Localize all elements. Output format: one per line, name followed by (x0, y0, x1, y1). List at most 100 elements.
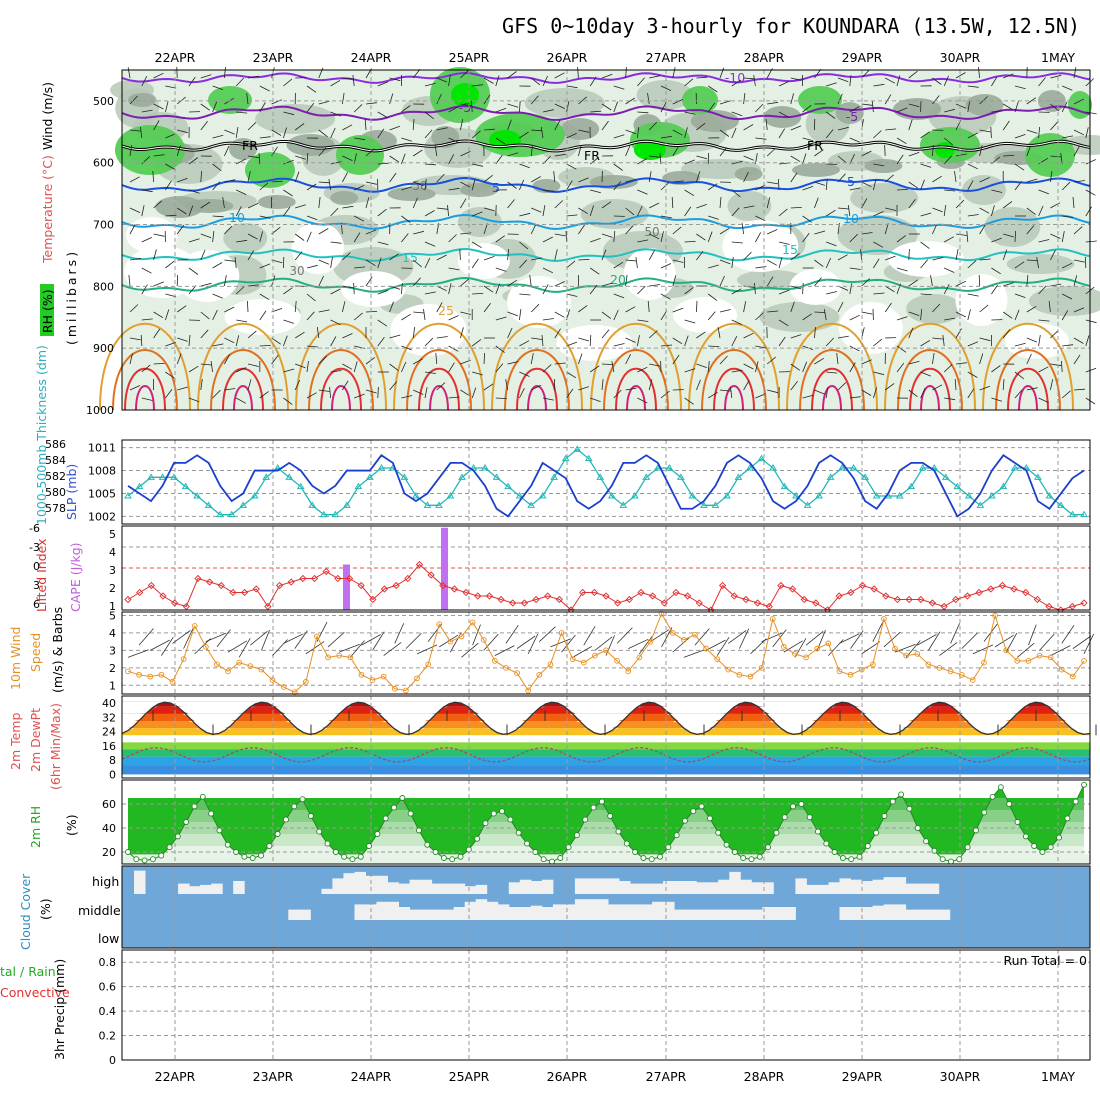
wind-barb (401, 282, 403, 295)
wind-barb (519, 340, 530, 347)
wind-barb (435, 352, 438, 365)
wind-barb (790, 381, 798, 391)
wind-barb (1050, 363, 1062, 367)
rh-shading-dark (128, 93, 156, 107)
wind-barb (271, 99, 282, 105)
wind-barb (637, 127, 640, 139)
wind-barb (672, 259, 684, 263)
rh-shading-gray (906, 294, 963, 324)
wind-barb (424, 387, 428, 399)
rh-marker (723, 841, 730, 848)
wind-barb (294, 123, 305, 131)
rh-marker (698, 803, 705, 810)
cloud-bar-middle (387, 901, 399, 920)
dewpt2m-label: 2m DewPt (28, 708, 43, 772)
wind-barb (1026, 97, 1037, 105)
cloud-bar-middle (751, 909, 763, 920)
wind-barb (129, 129, 141, 132)
wind-barb (224, 129, 235, 135)
wind-barb (696, 250, 704, 261)
wind-barb (1085, 206, 1092, 217)
wind-barb (1050, 330, 1059, 339)
wind-barb (753, 75, 756, 87)
wind-barb (519, 388, 525, 399)
thickness-marker (803, 501, 812, 508)
lifted-index-marker (334, 574, 342, 583)
wind-barb (955, 233, 967, 236)
rh-shading-white (722, 220, 799, 272)
thickness-marker (700, 501, 708, 508)
wind-barb (342, 93, 345, 105)
wind-speed-marker (936, 664, 943, 671)
wind-barb (932, 384, 943, 391)
wind-barb (129, 224, 136, 235)
wind-speed-marker (503, 664, 509, 671)
wind-barb-10m (839, 633, 860, 644)
wind-barb (1062, 344, 1074, 347)
wind-barb (825, 387, 829, 399)
rh-marker (690, 808, 697, 815)
wind-barb (647, 93, 650, 105)
cloud-bar-middle (597, 899, 609, 920)
wind10m-barbs-label: (m/s) & Barbs (50, 607, 65, 693)
dewpoint-band (122, 749, 1090, 757)
cape-frame (121, 525, 1091, 611)
wind-speed-marker (525, 687, 532, 694)
wind-barb (235, 77, 244, 87)
precip-frame (121, 949, 1091, 1061)
wind-barb (814, 230, 826, 235)
wind-barb (177, 386, 188, 391)
wind-barb (1002, 329, 1011, 339)
wind-barb (495, 75, 500, 87)
rh-marker (416, 827, 422, 834)
wind-barb (802, 232, 810, 243)
bottom-date-axis: 22APR 23APR 24APR 25APR 26APR 27APR 28APR 29APR… (155, 1069, 1076, 1084)
lifted-index-marker (1010, 585, 1018, 593)
rh-marker (964, 844, 971, 851)
lifted-index-marker (392, 581, 400, 590)
wind-barb (765, 119, 768, 131)
wind-barb-10m (628, 638, 649, 650)
wind-barb (601, 233, 613, 238)
wind-barb (967, 180, 974, 191)
wind-barb (448, 234, 457, 243)
rh-marker (823, 840, 830, 847)
wind-barb (991, 397, 1003, 402)
wind-barb (495, 283, 501, 295)
wind-barb (637, 205, 643, 217)
wind-barb (459, 248, 461, 261)
thickness-marker (941, 473, 950, 480)
wind-barb (979, 145, 983, 157)
isotherm-label: 10 (229, 210, 245, 225)
thickness-marker (158, 473, 167, 480)
wind-barb (778, 111, 789, 118)
wind-barb-10m (1028, 624, 1037, 646)
wind-tick-label: 5 (109, 609, 116, 622)
wind-barb (790, 363, 801, 371)
wind-barb (896, 267, 908, 272)
wind-barb (719, 227, 730, 235)
wind-barb (1026, 145, 1032, 157)
cloud-bar-middle (784, 907, 796, 920)
thickness-marker (1011, 464, 1019, 471)
wind-speed-marker (191, 623, 198, 629)
dewpoint-band (122, 742, 1090, 750)
wind-barb (436, 93, 442, 105)
wind-barb (188, 76, 196, 87)
wind-barb (849, 106, 860, 113)
wind-speed-marker (925, 661, 932, 668)
wind-barb (153, 72, 164, 79)
isotherm-25 (688, 322, 780, 411)
wind-barb (377, 241, 389, 246)
wind-barb-10m (339, 643, 360, 653)
wind-barb (943, 205, 947, 217)
wind-barb (790, 334, 802, 339)
wind-barb (837, 173, 846, 183)
thickness-marker (1057, 501, 1065, 508)
lifted-index-marker (905, 595, 913, 604)
wind-barb (896, 235, 907, 243)
isotherm-25 (786, 322, 878, 411)
lifted-index-marker (357, 581, 365, 590)
wind-barb (542, 284, 549, 295)
wind-speed-marker (580, 659, 587, 666)
